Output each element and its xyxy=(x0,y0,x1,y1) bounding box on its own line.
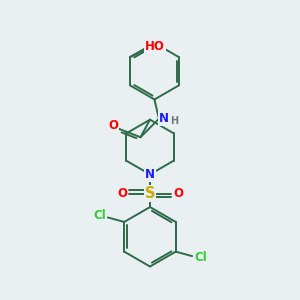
Text: O: O xyxy=(108,119,118,132)
Text: O: O xyxy=(117,187,127,200)
Text: HO: HO xyxy=(145,40,165,53)
Text: Cl: Cl xyxy=(194,251,207,264)
Text: Cl: Cl xyxy=(93,209,106,223)
Text: S: S xyxy=(145,186,155,201)
Text: H: H xyxy=(170,116,178,126)
Text: O: O xyxy=(173,187,183,200)
Text: N: N xyxy=(159,112,169,125)
Text: N: N xyxy=(145,168,155,181)
